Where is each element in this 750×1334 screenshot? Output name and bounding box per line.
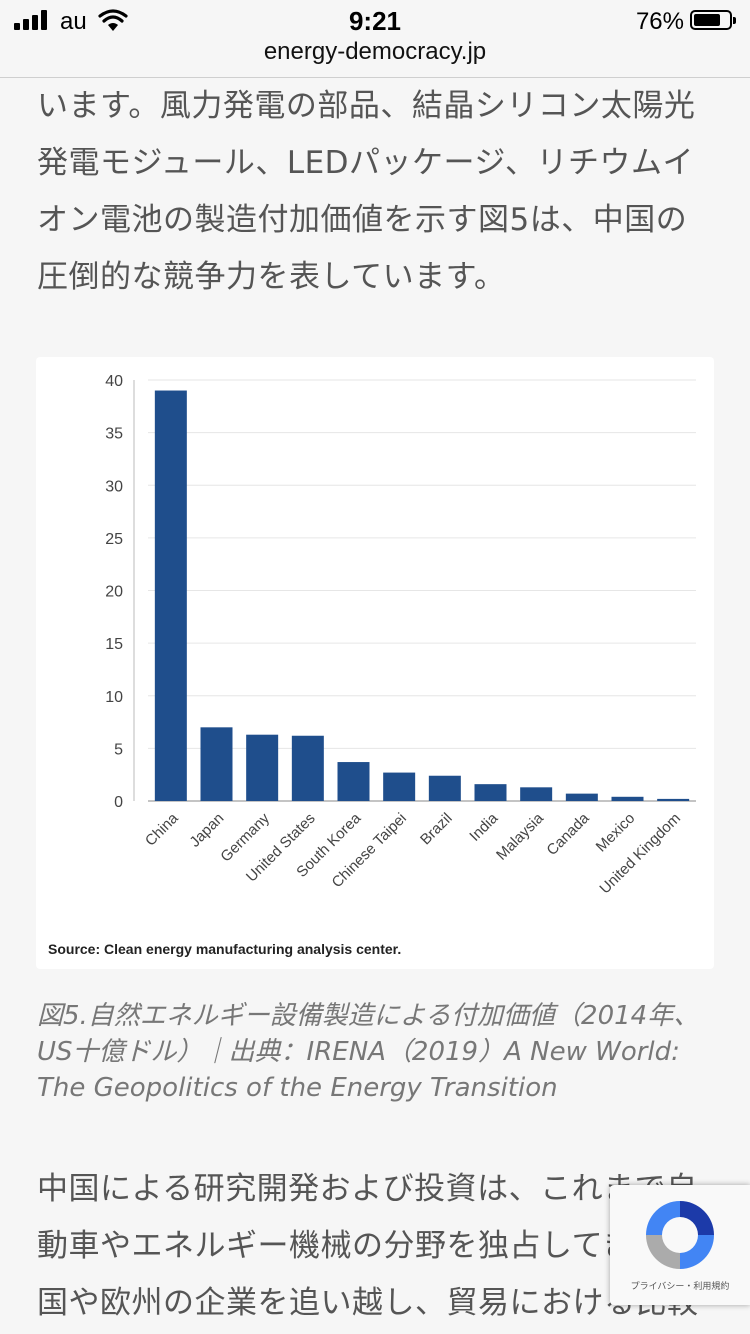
x-tick-label: Canada: [543, 809, 593, 859]
address-bar[interactable]: energy-democracy.jp: [0, 38, 750, 78]
recaptcha-icon: [646, 1201, 714, 1269]
recaptcha-badge[interactable]: プライバシー・利用規約: [610, 1185, 750, 1305]
bar: [565, 793, 598, 801]
y-tick-label: 40: [105, 373, 123, 390]
y-tick-label: 10: [105, 689, 123, 706]
bar: [520, 787, 553, 801]
recaptcha-terms-link[interactable]: プライバシー・利用規約: [630, 1281, 730, 1291]
y-tick-label: 15: [105, 636, 123, 653]
y-tick-label: 30: [105, 478, 123, 495]
url-text: energy-democracy.jp: [263, 38, 487, 65]
bar: [428, 775, 461, 801]
carrier-name: au: [60, 8, 87, 35]
bar: [246, 734, 279, 801]
bar: [337, 762, 370, 801]
chart-figure: 0 5 10 15 20 25 30 35 40 China Japan Germany United …: [36, 357, 714, 969]
x-tick-label: India: [466, 809, 501, 844]
bar: [200, 727, 233, 801]
article-paragraph-2: 中国による研究開発および投資は、これまで自動車やエネルギー機械の分野を独占してき…: [37, 1171, 699, 1321]
y-tick-label: 35: [105, 426, 123, 443]
article-paragraph: います。風力発電の部品、結晶シリコン太陽光発電モジュール、LEDパッケージ、リチ…: [37, 88, 696, 295]
bar: [657, 798, 690, 801]
bar: [383, 772, 416, 801]
x-tick-label: China: [142, 809, 182, 849]
x-tick-label: United Kingdom: [597, 810, 684, 897]
signal-icon: [14, 10, 50, 30]
bar: [291, 735, 324, 801]
bar: [474, 784, 507, 801]
battery-icon: [690, 10, 736, 30]
x-tick-label: Mexico: [593, 810, 639, 856]
y-tick-label: 0: [114, 794, 123, 811]
chart-source: Source: Clean energy manufacturing analy…: [48, 941, 402, 957]
x-tick-label: Japan: [186, 810, 227, 851]
x-tick-label: Brazil: [417, 810, 456, 849]
clock: 9:21: [348, 6, 402, 36]
x-tick-label: Malaysia: [493, 809, 547, 863]
y-tick-label: 25: [105, 531, 123, 548]
battery-percent: 76%: [635, 8, 684, 35]
bar: [611, 796, 644, 801]
wifi-icon: [98, 9, 128, 31]
bar: [154, 390, 187, 801]
figure-caption: 図5.自然エネルギー設備製造による付加価値（2014年、US十億ドル）｜出典：I…: [37, 1001, 700, 1103]
status-bar: au 9:21 76%: [0, 0, 750, 40]
y-tick-label: 20: [105, 584, 123, 601]
y-tick-label: 5: [114, 741, 123, 758]
